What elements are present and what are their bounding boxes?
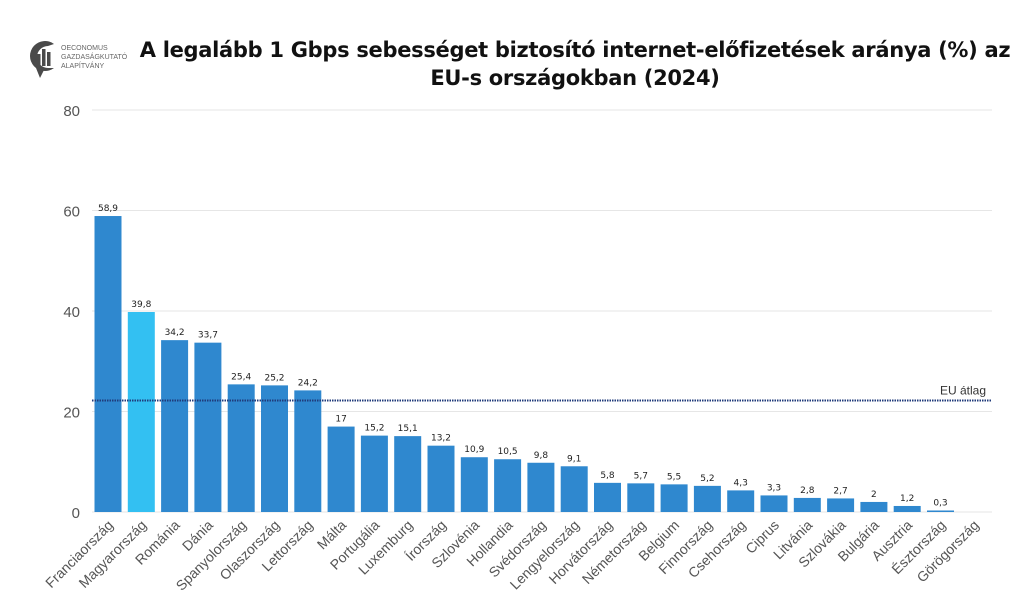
logo-icon xyxy=(30,41,54,78)
bar xyxy=(94,216,122,512)
data-label: 15,1 xyxy=(398,424,418,434)
bar xyxy=(394,436,422,512)
data-label: 9,8 xyxy=(534,451,549,461)
logo: OECONOMUS GAZDASÁGKUTATÓ ALAPÍTVÁNY xyxy=(28,38,138,82)
bar xyxy=(860,501,888,512)
bar xyxy=(194,342,222,512)
data-label: 25,4 xyxy=(231,372,251,382)
data-label: 58,9 xyxy=(98,204,118,214)
y-tick-label: 20 xyxy=(63,405,80,422)
data-label: 9,1 xyxy=(567,454,581,464)
bar xyxy=(327,426,355,512)
data-label: 15,2 xyxy=(364,424,384,434)
y-tick-label: 40 xyxy=(63,304,80,321)
bar xyxy=(527,462,555,512)
y-tick-label: 80 xyxy=(63,103,80,120)
data-label: 2,8 xyxy=(800,486,815,496)
eu-average-label: EU átlag xyxy=(940,383,986,397)
bar xyxy=(460,457,488,512)
logo-text: OECONOMUS xyxy=(61,45,108,52)
data-label: 10,9 xyxy=(464,445,484,455)
data-label: 33,7 xyxy=(198,331,218,341)
y-tick-label: 60 xyxy=(63,204,80,221)
data-label: 25,2 xyxy=(264,373,284,383)
bar xyxy=(594,482,621,512)
bar xyxy=(693,485,721,512)
data-label: 1,2 xyxy=(900,494,914,504)
bar xyxy=(827,498,855,512)
data-label: 2 xyxy=(871,490,877,500)
bar xyxy=(627,483,655,512)
bar xyxy=(360,435,388,512)
bar xyxy=(660,484,688,512)
data-label: 5,7 xyxy=(634,471,648,481)
data-label: 17 xyxy=(335,415,346,425)
data-label: 5,5 xyxy=(667,472,681,482)
data-label: 5,8 xyxy=(600,471,615,481)
bar xyxy=(560,466,588,512)
bar xyxy=(793,497,821,512)
bar xyxy=(727,490,755,512)
data-label: 13,2 xyxy=(431,434,451,444)
bar xyxy=(760,495,788,512)
bar xyxy=(427,445,455,512)
bar xyxy=(261,385,288,512)
data-label: 24,2 xyxy=(298,378,318,388)
data-label: 39,8 xyxy=(131,300,151,310)
bar xyxy=(494,459,522,512)
data-label: 0,3 xyxy=(933,498,947,508)
data-label: 10,5 xyxy=(498,447,518,457)
bar xyxy=(927,510,954,512)
logo-text: GAZDASÁGKUTATÓ xyxy=(61,54,128,61)
data-label: 4,3 xyxy=(734,478,748,488)
logo-text: ALAPÍTVÁNY xyxy=(61,63,105,70)
bar xyxy=(227,384,255,512)
y-tick-label: 0 xyxy=(72,505,80,522)
data-label: 2,7 xyxy=(833,486,847,496)
bar xyxy=(893,505,921,512)
bar xyxy=(294,390,322,512)
bar xyxy=(127,312,155,512)
data-label: 5,2 xyxy=(700,474,714,484)
chart-title: A legalább 1 Gbps sebességet biztosító i… xyxy=(139,38,1011,90)
bar xyxy=(161,340,189,512)
data-label: 3,3 xyxy=(767,483,781,493)
data-label: 34,2 xyxy=(165,328,185,338)
